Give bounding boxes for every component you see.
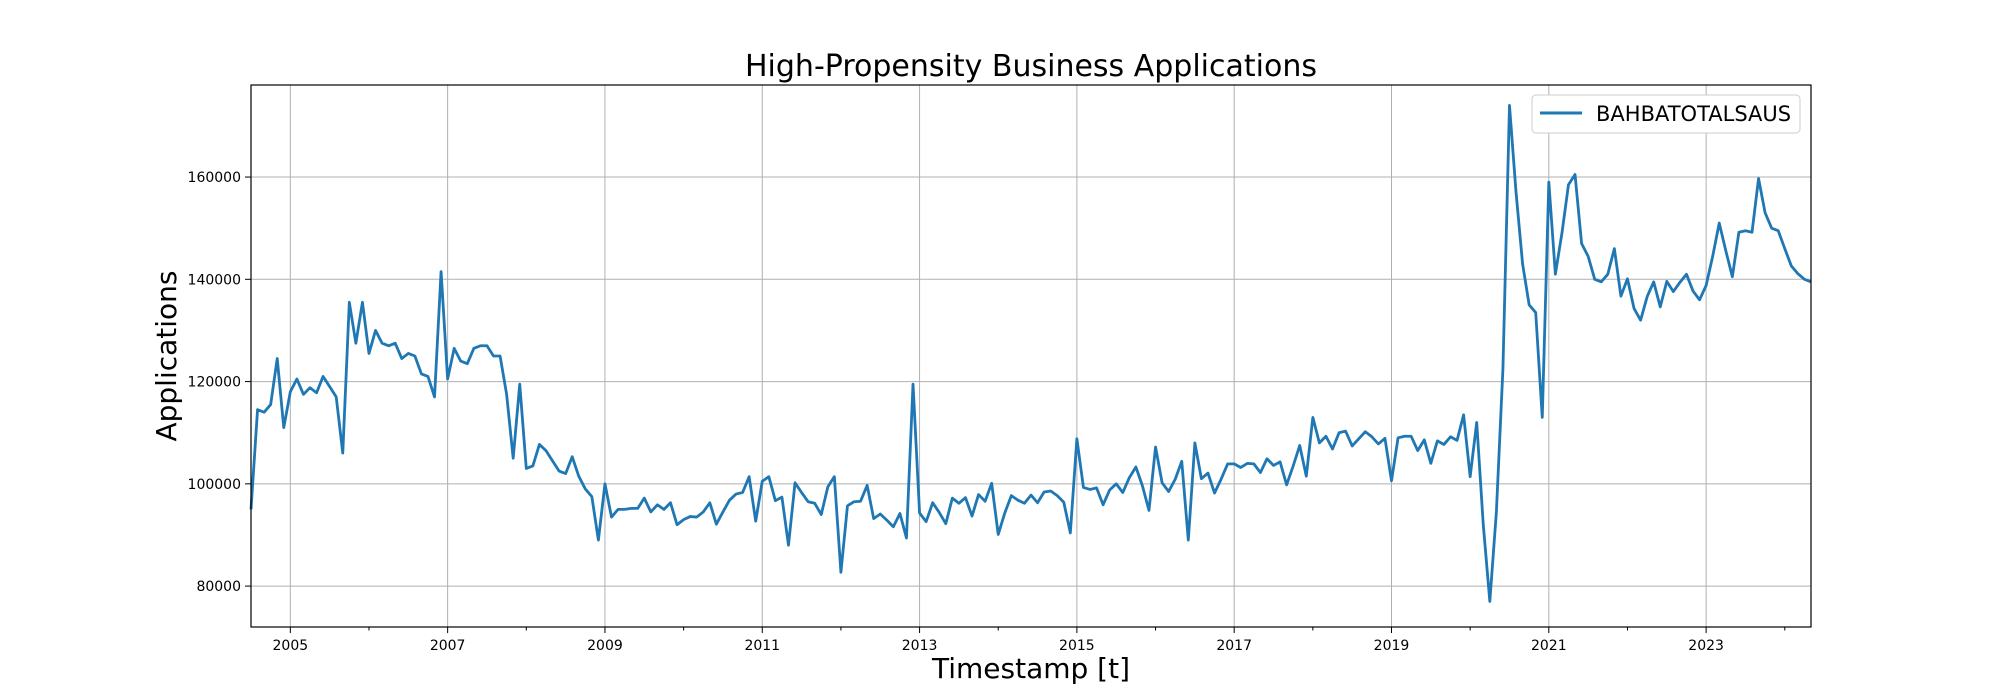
x-tick-label: 2023 <box>1688 638 1724 654</box>
x-tick-label: 2013 <box>902 638 938 654</box>
x-tick-label: 2007 <box>430 638 466 654</box>
y-tick-label: 140000 <box>188 272 241 288</box>
plot-area-frame <box>250 84 1812 628</box>
series-line <box>249 104 1812 603</box>
x-tick-label: 2009 <box>587 638 623 654</box>
y-tick-label: 120000 <box>188 375 241 391</box>
x-tick-label: 2021 <box>1531 638 1567 654</box>
y-tick-label: 80000 <box>196 579 241 595</box>
x-tick-label: 2011 <box>744 638 780 654</box>
y-axis-label: Applications <box>150 270 183 441</box>
x-tick-label: 2019 <box>1374 638 1410 654</box>
y-tick-label: 160000 <box>188 170 241 186</box>
series-layer <box>249 104 1812 603</box>
x-axis-label: Timestamp [t] <box>931 652 1130 685</box>
x-tick-label: 2015 <box>1059 638 1095 654</box>
x-tick-label: 2005 <box>273 638 309 654</box>
chart-title: High-Propensity Business Applications <box>745 49 1317 84</box>
x-tick-label: 2017 <box>1216 638 1252 654</box>
legend-box <box>1531 94 1801 134</box>
legend: BAHBATOTALSAUS <box>1531 94 1801 134</box>
axis-ticks: 80000 100000 120000 140000 160000 2005 2007 200… <box>188 170 1786 654</box>
gridlines <box>251 85 1811 627</box>
legend-label: BAHBATOTALSAUS <box>1596 102 1791 126</box>
y-tick-label: 100000 <box>188 477 241 493</box>
